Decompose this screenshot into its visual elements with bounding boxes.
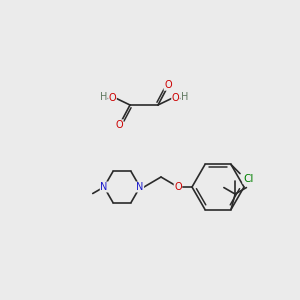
- Text: N: N: [100, 182, 108, 192]
- Text: H: H: [100, 92, 107, 101]
- Text: Cl: Cl: [243, 174, 254, 184]
- Text: O: O: [115, 120, 123, 130]
- Text: O: O: [174, 182, 182, 192]
- Text: O: O: [109, 92, 116, 103]
- Text: N: N: [136, 182, 144, 192]
- Text: O: O: [172, 92, 179, 103]
- Text: O: O: [164, 80, 172, 90]
- Text: H: H: [181, 92, 188, 101]
